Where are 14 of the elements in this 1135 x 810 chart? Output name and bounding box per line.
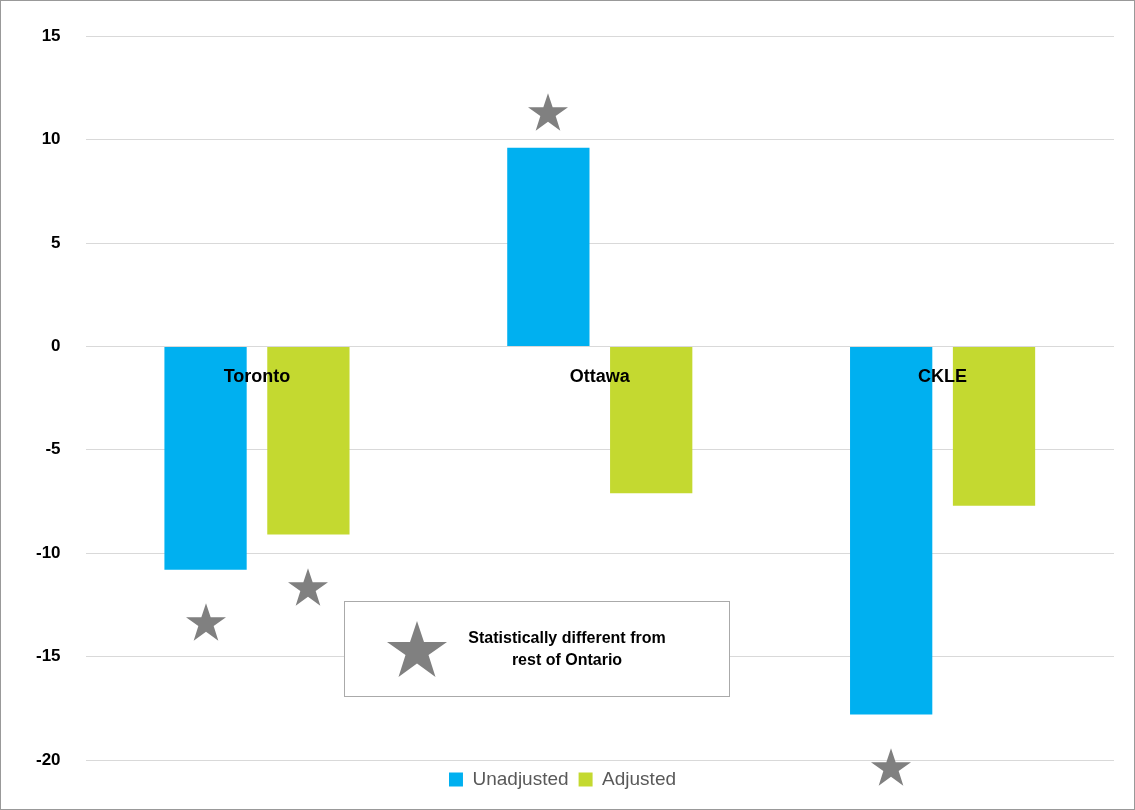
annotation: Statistically different from rest of Ontario xyxy=(467,628,667,670)
y-tick-label: 0 xyxy=(51,336,61,356)
legend-label: Adjusted xyxy=(602,767,677,789)
note-box: Statistically different from rest of Ontario xyxy=(344,601,730,697)
x-tick-label: CKLE xyxy=(918,366,968,387)
y-tick-label: -20 xyxy=(35,749,61,769)
y-tick-label: -10 xyxy=(35,542,61,562)
y-tick-label: 15 xyxy=(41,25,61,45)
y-tick-label: -15 xyxy=(35,646,61,666)
y-tick-label: 5 xyxy=(51,232,61,252)
y-tick-label: -5 xyxy=(45,439,61,459)
legend-label: Unadjusted xyxy=(472,767,569,789)
x-tick-label: Toronto xyxy=(223,366,291,387)
y-tick-label: 10 xyxy=(41,129,61,149)
